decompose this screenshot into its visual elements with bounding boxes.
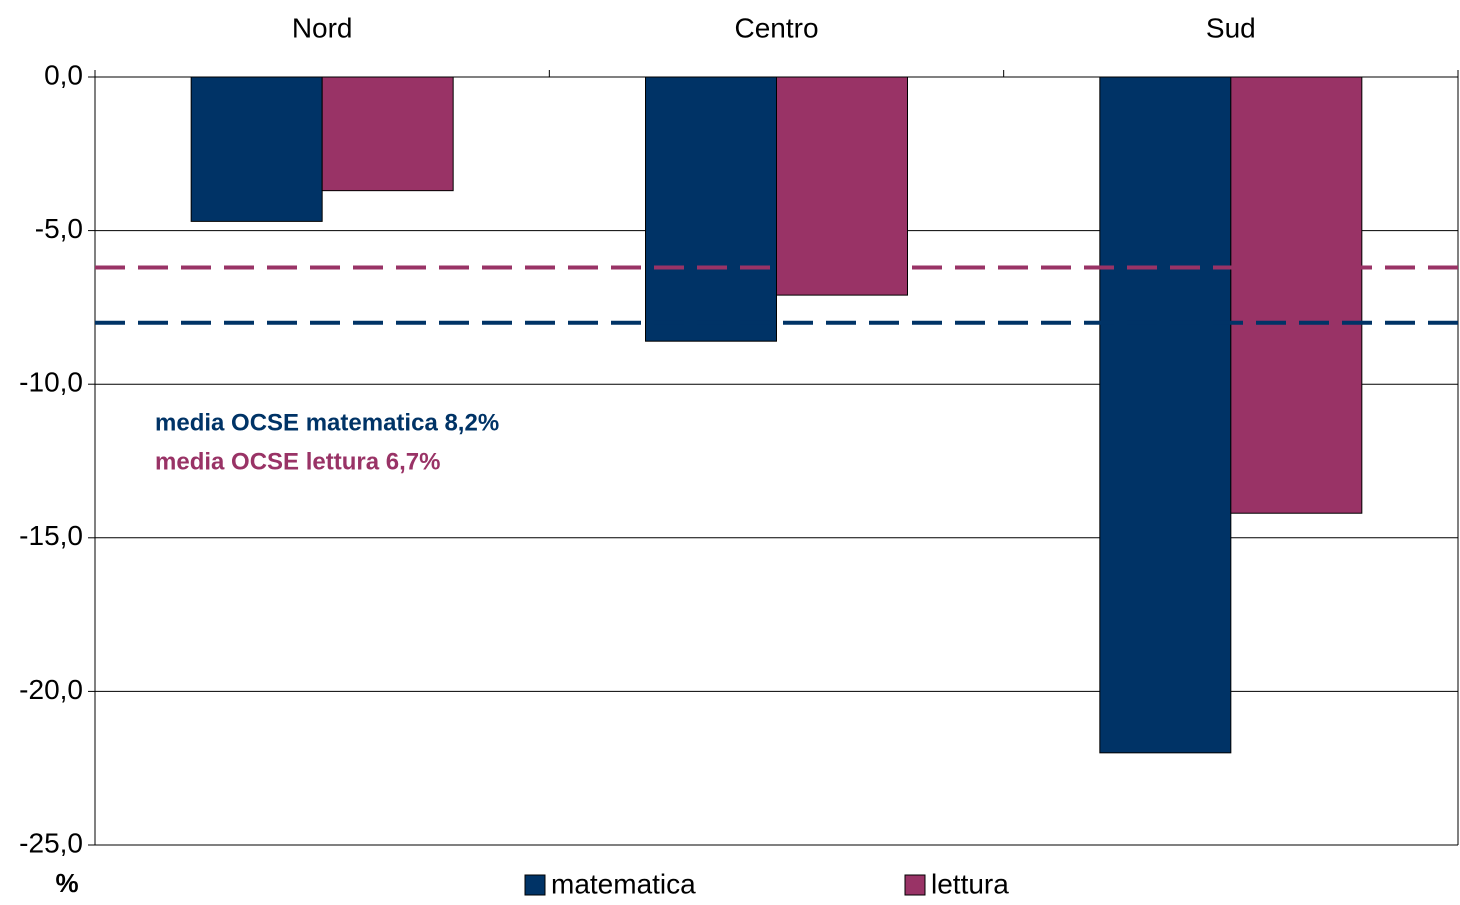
x-tick-label: Nord xyxy=(292,12,353,43)
bar xyxy=(321,76,454,192)
y-tick-label: -15,0 xyxy=(19,520,83,551)
y-tick-label: 0,0 xyxy=(44,59,83,90)
legend-label: lettura xyxy=(931,868,1009,899)
bar xyxy=(776,76,908,296)
y-tick-label: -20,0 xyxy=(19,674,83,705)
bar xyxy=(1230,76,1363,514)
legend-swatch xyxy=(524,874,546,896)
bar xyxy=(190,76,323,222)
y-tick-label: -5,0 xyxy=(35,213,83,244)
annotation: media OCSE lettura 6,7% xyxy=(155,448,440,475)
y-tick-label: -25,0 xyxy=(19,827,83,858)
bar xyxy=(645,76,777,342)
x-tick-label: Sud xyxy=(1206,12,1256,43)
legend-label: matematica xyxy=(551,868,696,899)
annotation: media OCSE matematica 8,2% xyxy=(155,409,499,436)
bar xyxy=(1099,76,1232,754)
legend-swatch xyxy=(904,874,926,896)
x-tick-label: Centro xyxy=(734,12,818,43)
y-axis-label: % xyxy=(55,868,78,898)
y-tick-label: -10,0 xyxy=(19,367,83,398)
